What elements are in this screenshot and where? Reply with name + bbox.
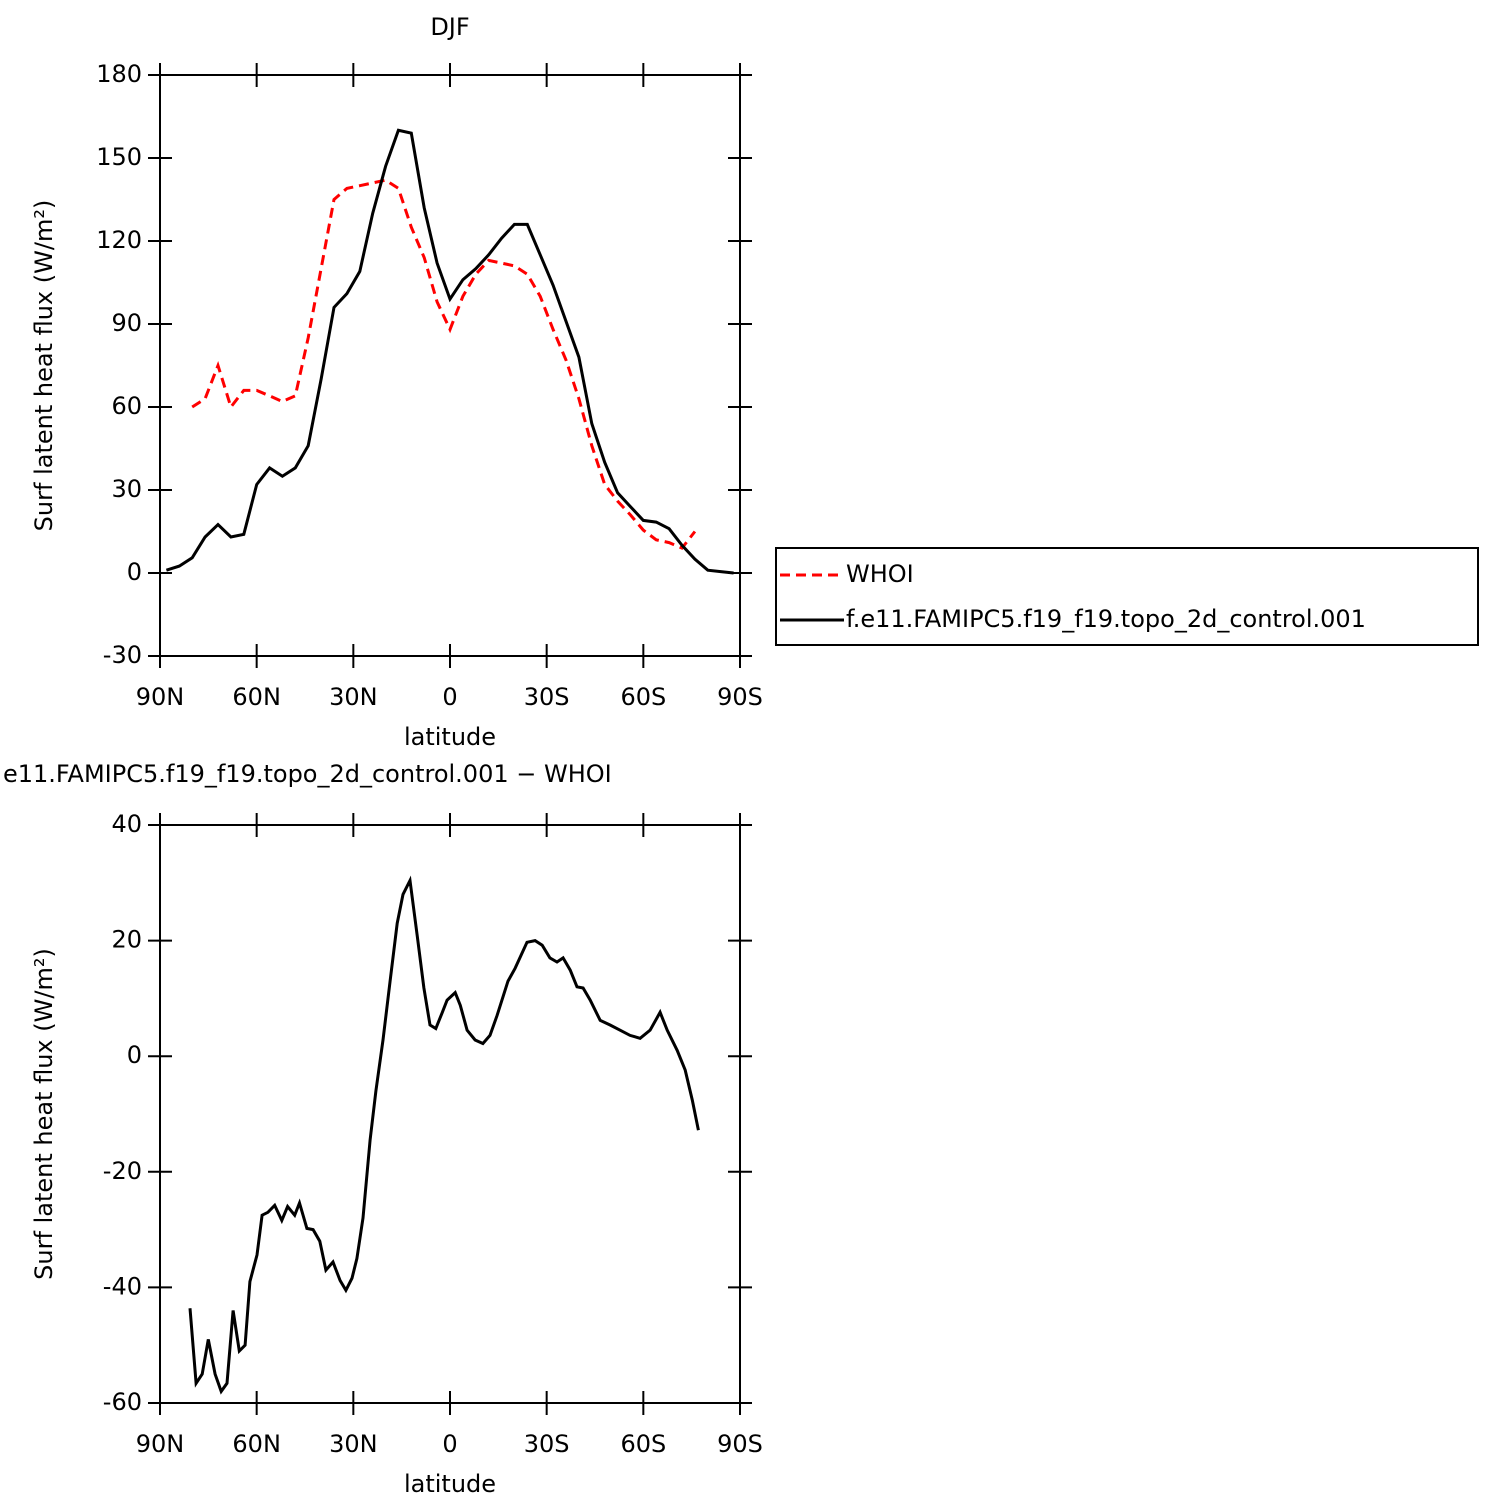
x-tick-label: 30S (524, 683, 570, 711)
y-tick-label: -60 (103, 1388, 142, 1416)
y-tick-label: 40 (111, 810, 142, 838)
x-tick-label: 60S (620, 683, 666, 711)
series-line (191, 178, 697, 550)
x-tick-label: 90N (136, 683, 185, 711)
legend-label: f.e11.FAMIPC5.f19_f19.topo_2d_control.00… (846, 605, 1366, 633)
chart-title: e11.FAMIPC5.f19_f19.topo_2d_control.001 … (3, 760, 612, 788)
x-tick-label: 60S (620, 1430, 666, 1458)
y-tick-label: 0 (127, 1041, 142, 1069)
x-axis-label: latitude (404, 723, 496, 751)
y-tick-label: -40 (103, 1272, 142, 1300)
y-tick-label: 90 (111, 309, 142, 337)
y-tick-label: 180 (96, 60, 142, 88)
x-axis-label: latitude (404, 1470, 496, 1498)
x-tick-label: 30N (329, 1430, 378, 1458)
y-axis-label: Surf latent heat flux (W/m²) (30, 200, 58, 532)
y-tick-label: 60 (111, 392, 142, 420)
legend-box (775, 547, 1479, 646)
y-tick-label: -30 (103, 641, 142, 669)
y-tick-label: 0 (127, 558, 142, 586)
y-tick-label: 30 (111, 475, 142, 503)
x-tick-label: 90N (136, 1430, 185, 1458)
y-axis-label: Surf latent heat flux (W/m²) (30, 948, 58, 1280)
x-tick-label: 30N (329, 683, 378, 711)
y-tick-label: 20 (111, 926, 142, 954)
legend-label: WHOI (846, 560, 914, 588)
x-tick-label: 60N (232, 683, 281, 711)
plot-frame (159, 74, 741, 657)
y-tick-label: 120 (96, 226, 142, 254)
x-tick-label: 30S (524, 1430, 570, 1458)
x-tick-label: 90S (717, 683, 763, 711)
series-line (165, 128, 734, 575)
x-tick-label: 90S (717, 1430, 763, 1458)
chart-title: DJF (430, 13, 469, 41)
x-tick-label: 0 (442, 683, 457, 711)
y-tick-label: 150 (96, 143, 142, 171)
series-line (188, 875, 700, 1395)
y-tick-label: -20 (103, 1157, 142, 1185)
x-tick-label: 60N (232, 1430, 281, 1458)
x-tick-label: 0 (442, 1430, 457, 1458)
plot-frame (159, 824, 741, 1404)
